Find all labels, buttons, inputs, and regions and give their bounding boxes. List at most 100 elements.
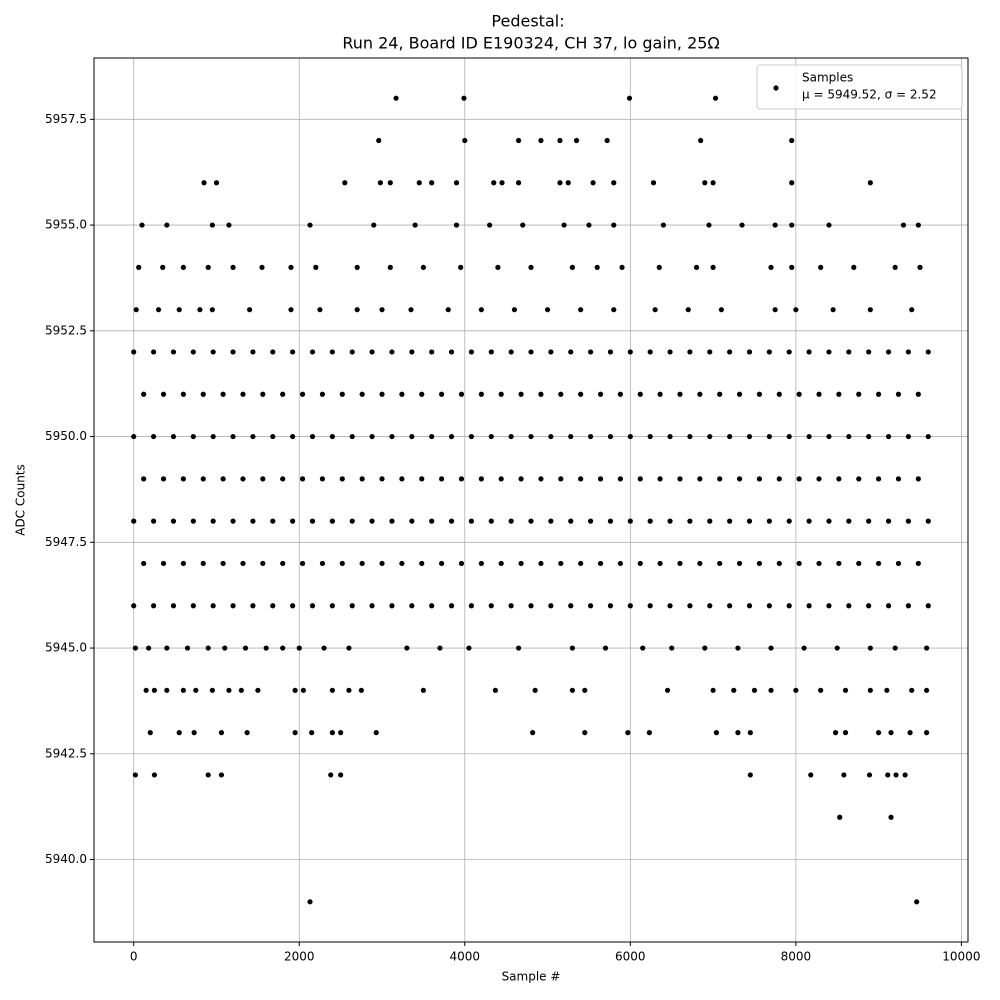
point xyxy=(693,264,700,270)
point xyxy=(856,560,862,567)
point xyxy=(768,264,774,270)
point xyxy=(846,518,852,524)
point xyxy=(193,687,199,693)
point xyxy=(578,307,584,313)
point xyxy=(329,730,335,736)
chart-subtitle: Run 24, Board ID E190324, CH 37, lo gain… xyxy=(342,34,719,53)
point xyxy=(746,433,753,440)
point xyxy=(213,180,220,186)
point xyxy=(404,645,410,651)
point xyxy=(687,349,693,355)
point xyxy=(706,222,712,228)
point xyxy=(818,687,824,693)
point xyxy=(242,645,249,651)
point xyxy=(280,645,286,651)
point xyxy=(801,645,807,651)
point xyxy=(299,391,306,397)
point xyxy=(602,645,609,651)
point xyxy=(329,518,335,524)
point xyxy=(925,603,931,609)
point xyxy=(453,180,460,186)
point xyxy=(528,349,534,355)
point xyxy=(458,264,464,270)
point xyxy=(924,687,930,693)
point xyxy=(568,433,574,440)
point xyxy=(389,603,395,609)
point xyxy=(240,476,246,482)
point xyxy=(866,603,872,609)
point xyxy=(313,264,319,270)
point xyxy=(369,349,375,355)
point xyxy=(611,307,617,313)
point xyxy=(379,307,385,313)
point xyxy=(578,391,584,397)
point xyxy=(892,264,898,270)
point xyxy=(200,560,206,567)
point xyxy=(867,687,873,693)
point xyxy=(373,730,379,736)
point xyxy=(379,476,385,482)
point xyxy=(548,603,554,609)
point xyxy=(905,433,912,440)
legend-box xyxy=(756,64,963,110)
point xyxy=(925,433,931,440)
point xyxy=(885,518,892,524)
point xyxy=(468,349,475,355)
point xyxy=(461,95,467,101)
point xyxy=(607,603,614,609)
point xyxy=(866,772,873,778)
point xyxy=(429,603,435,609)
point xyxy=(834,645,840,651)
point xyxy=(280,476,286,482)
point xyxy=(652,307,658,313)
point xyxy=(650,180,657,186)
point xyxy=(707,349,713,355)
point xyxy=(846,349,852,355)
point xyxy=(637,391,643,397)
point xyxy=(240,391,246,397)
point xyxy=(329,433,335,440)
point xyxy=(209,222,215,228)
point xyxy=(687,518,693,524)
x-axis-label: Sample # xyxy=(502,970,561,984)
point xyxy=(412,222,418,228)
point xyxy=(230,603,236,609)
point xyxy=(697,391,703,397)
point xyxy=(190,518,196,524)
point xyxy=(299,560,306,567)
point xyxy=(488,349,494,355)
point xyxy=(597,476,604,482)
x-tick-label: 0 xyxy=(130,950,138,964)
point xyxy=(538,137,544,144)
point xyxy=(150,518,157,524)
point xyxy=(786,349,792,355)
point xyxy=(766,518,772,524)
point xyxy=(147,730,153,736)
point xyxy=(735,730,741,736)
point xyxy=(528,433,534,440)
point xyxy=(548,518,554,524)
point xyxy=(707,518,713,524)
point xyxy=(713,730,719,736)
point xyxy=(826,603,832,609)
point xyxy=(561,222,567,228)
point xyxy=(786,603,792,609)
point xyxy=(448,349,455,355)
point xyxy=(685,307,691,313)
point xyxy=(924,730,930,736)
point xyxy=(866,518,872,524)
point xyxy=(359,391,365,397)
point xyxy=(558,391,564,397)
point xyxy=(191,730,197,736)
point xyxy=(826,349,832,355)
point xyxy=(786,433,792,440)
point xyxy=(307,899,313,905)
point xyxy=(190,349,196,355)
point xyxy=(132,772,138,778)
point xyxy=(349,603,355,609)
point xyxy=(164,222,170,228)
y-axis-label: ADC Counts xyxy=(14,464,28,536)
point xyxy=(751,687,758,693)
point xyxy=(747,730,753,736)
point xyxy=(379,560,385,567)
